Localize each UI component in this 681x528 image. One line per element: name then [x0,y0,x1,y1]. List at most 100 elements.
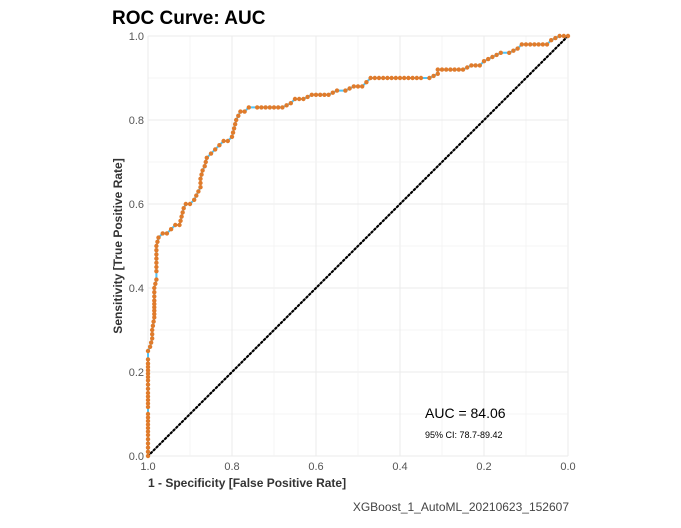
roc-point [372,75,377,81]
roc-point [355,84,361,89]
roc-point [181,206,186,211]
roc-point [200,168,205,173]
roc-point [397,75,403,81]
roc-point [145,348,151,354]
roc-point [145,441,151,446]
roc-point [343,88,348,93]
roc-point [145,397,151,403]
roc-point [145,411,151,417]
roc-point [242,109,247,114]
roc-point [536,42,541,47]
roc-point [187,201,193,207]
ci-annotation: 95% CI: 78.7-89.42 [425,430,503,440]
roc-point [301,96,306,102]
roc-point [147,344,153,349]
roc-point [565,33,571,39]
roc-point [145,364,151,370]
roc-point [351,84,356,89]
roc-point [154,260,159,265]
x-tick-labels: 1.0 0.8 0.6 0.4 0.2 0.0 [140,461,575,473]
roc-point [540,42,545,47]
roc-point [444,67,449,72]
roc-point [152,294,157,299]
roc-point [152,315,157,320]
roc-point [414,75,419,81]
roc-point [194,193,199,198]
x-tick-label: 1.0 [140,461,155,473]
roc-point [544,42,550,47]
roc-point [145,390,151,396]
roc-point [152,298,157,303]
roc-point [231,126,237,131]
roc-point [288,101,293,106]
roc-point [519,42,524,47]
roc-point [180,210,185,215]
roc-point [198,180,203,186]
roc-point [494,52,499,58]
roc-point [280,105,285,110]
roc-point [431,73,436,79]
roc-point [145,404,151,410]
roc-point [381,75,386,81]
roc-points-group [145,33,571,459]
roc-point [154,256,159,261]
roc-point [203,159,208,165]
roc-point [389,75,394,81]
roc-point [410,75,415,81]
roc-point [418,75,424,81]
roc-point [368,75,373,81]
roc-point [196,189,201,194]
model-caption: XGBoost_1_AutoML_20210623_152607 [352,500,569,514]
roc-point [498,50,503,55]
roc-point [148,340,154,345]
roc-point [145,449,151,454]
x-tick-label: 0.2 [476,461,491,473]
roc-point [481,59,487,64]
roc-point [150,332,155,337]
roc-point [173,222,178,228]
roc-point [271,105,277,110]
roc-point [152,311,157,317]
y-tick-labels: 0.0 0.2 0.4 0.6 0.8 1.0 [129,31,144,463]
roc-point [145,429,151,434]
y-tick-label: 0.4 [129,283,144,295]
roc-point [145,394,151,399]
roc-point [334,88,340,93]
x-axis-label: 1 - Specificity [False Positive Rate] [148,476,346,490]
roc-point [490,54,495,60]
roc-point [150,327,155,333]
x-tick-label: 0.0 [560,461,575,473]
roc-point [213,147,218,152]
roc-point [152,308,157,313]
roc-point [152,301,157,307]
roc-point [236,113,241,119]
roc-point [152,285,157,291]
roc-point [145,386,151,391]
roc-point [385,75,390,81]
x-tick-label: 0.4 [392,461,407,473]
roc-point [259,105,264,110]
roc-point [177,222,182,228]
roc-point [145,425,151,431]
roc-point [155,239,160,244]
roc-point [456,67,461,72]
roc-point [473,63,478,68]
roc-point [309,92,314,98]
roc-point [154,269,159,274]
roc-point [435,67,440,72]
roc-point [406,75,411,81]
roc-point [347,86,352,91]
roc-point [292,96,298,102]
roc-point [263,105,268,110]
roc-point [549,38,554,43]
roc-point [145,445,151,450]
roc-point [515,46,520,51]
roc-point [145,371,151,376]
roc-point [145,437,151,442]
roc-point [145,382,151,387]
roc-point [145,415,151,420]
roc-point [164,231,170,236]
roc-point [477,63,482,68]
roc-point [208,151,214,156]
roc-point [178,218,183,223]
